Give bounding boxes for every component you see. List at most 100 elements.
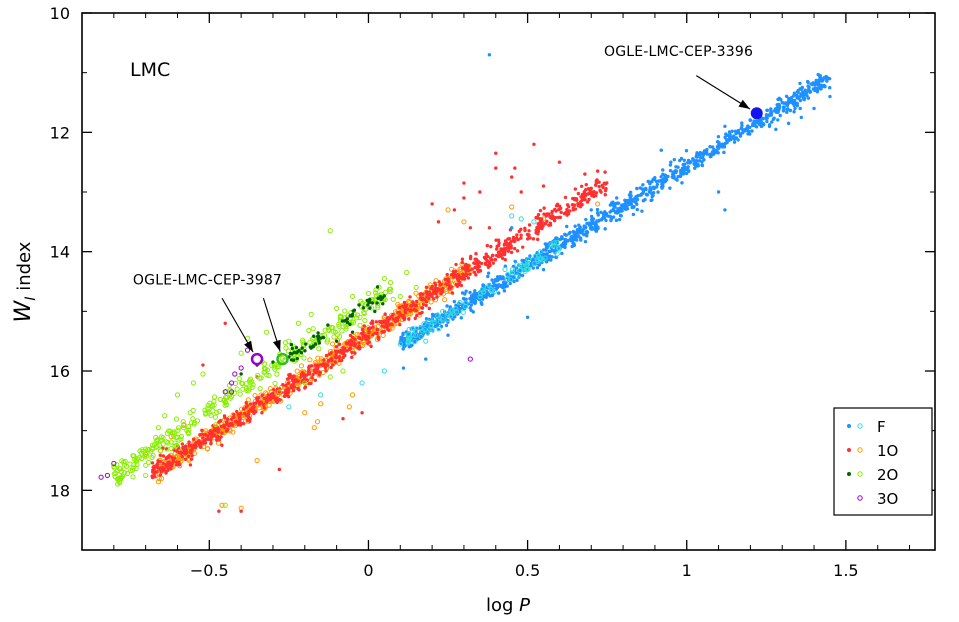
data-point <box>532 142 536 146</box>
data-point <box>695 151 699 155</box>
data-point <box>646 179 650 184</box>
data-point <box>379 320 384 325</box>
data-point <box>369 344 373 349</box>
data-point <box>413 290 419 296</box>
data-point <box>375 301 379 305</box>
data-point <box>651 193 655 198</box>
data-point <box>486 265 491 269</box>
data-point <box>154 463 159 468</box>
data-point <box>635 207 639 212</box>
data-point <box>153 470 157 474</box>
data-point <box>712 149 717 153</box>
data-point <box>736 138 740 142</box>
data-point <box>143 453 150 459</box>
data-point <box>493 277 498 282</box>
data-point <box>595 211 600 215</box>
data-point <box>347 347 352 352</box>
data-point <box>468 226 473 230</box>
data-point <box>233 419 238 424</box>
data-point <box>291 379 296 383</box>
data-point <box>382 294 386 298</box>
data-point <box>206 434 210 438</box>
data-point <box>597 184 601 189</box>
data-point <box>217 396 223 403</box>
data-point <box>597 180 601 184</box>
data-point <box>315 334 320 339</box>
data-point <box>451 275 456 279</box>
data-point <box>635 186 639 191</box>
data-point <box>723 208 727 212</box>
data-point <box>575 238 579 242</box>
data-point <box>460 257 465 261</box>
data-point <box>595 169 600 173</box>
data-point <box>550 243 556 249</box>
data-point <box>617 217 622 222</box>
data-point <box>338 350 342 354</box>
legend-marker-open <box>857 495 863 501</box>
data-point <box>157 438 163 444</box>
data-point <box>399 335 403 340</box>
data-point <box>164 456 169 461</box>
data-point <box>513 239 517 243</box>
data-point <box>374 320 379 324</box>
data-point <box>397 293 403 300</box>
data-point <box>535 265 540 270</box>
data-point <box>357 341 361 345</box>
data-point <box>509 267 516 273</box>
data-point <box>764 114 769 119</box>
data-point <box>201 436 205 440</box>
data-point <box>238 423 243 427</box>
data-point <box>378 294 383 299</box>
data-point <box>239 509 243 513</box>
data-point <box>757 119 761 123</box>
data-point <box>451 317 455 321</box>
data-point <box>118 468 125 475</box>
data-point <box>436 325 442 332</box>
data-point <box>239 381 246 387</box>
data-point <box>183 444 188 449</box>
data-point <box>671 171 676 176</box>
legend-marker-open <box>857 471 863 477</box>
data-point <box>123 463 130 470</box>
data-point <box>564 211 568 215</box>
data-point <box>316 346 322 352</box>
data-point <box>554 204 559 208</box>
data-point <box>751 121 755 126</box>
y-tick-label: 16 <box>50 362 70 381</box>
data-point <box>367 330 371 335</box>
data-point <box>799 92 803 96</box>
data-point <box>217 509 221 513</box>
data-point <box>301 355 307 361</box>
legend-label: 2O <box>877 466 898 484</box>
data-point <box>799 115 804 120</box>
data-point <box>327 352 332 356</box>
data-point <box>484 285 490 291</box>
data-point <box>122 470 128 476</box>
data-point <box>421 321 427 327</box>
data-point <box>693 160 697 165</box>
data-point <box>317 341 322 345</box>
data-point <box>464 289 468 293</box>
data-point <box>701 151 705 155</box>
data-point <box>603 170 607 174</box>
data-point <box>737 131 741 135</box>
data-point <box>427 306 432 311</box>
data-point <box>515 249 520 253</box>
highlighted-star <box>750 107 763 120</box>
data-point <box>490 278 494 282</box>
data-point <box>391 317 396 322</box>
data-point <box>740 124 744 128</box>
data-point <box>413 316 417 321</box>
data-point <box>804 90 809 95</box>
data-point <box>402 300 407 305</box>
data-point <box>445 272 449 277</box>
data-point <box>628 190 633 194</box>
data-point <box>172 440 178 446</box>
data-point <box>361 306 366 310</box>
data-point <box>143 472 149 479</box>
data-point <box>435 313 441 319</box>
data-point <box>539 217 544 221</box>
data-point <box>310 326 316 332</box>
data-point <box>589 190 593 194</box>
data-point <box>299 351 304 355</box>
